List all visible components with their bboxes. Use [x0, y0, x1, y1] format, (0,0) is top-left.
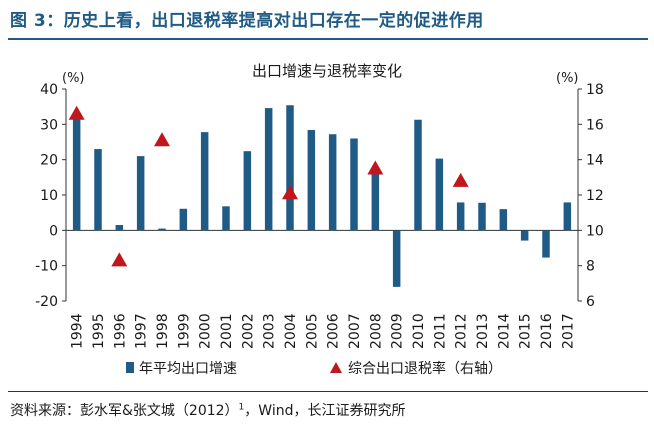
bar-2006 — [328, 134, 337, 231]
right-tick-label: 8 — [586, 259, 595, 275]
x-tick-label-2009: 2009 — [390, 313, 406, 349]
left-tick-label: -10 — [35, 259, 58, 275]
x-tick-label-2004: 2004 — [283, 313, 299, 349]
left-tick-label: 30 — [40, 117, 58, 133]
axes-group: -20 -10 0 10 20 30 40 6 8 10 12 14 16 18 — [35, 82, 604, 310]
legend-bar-label: 年平均出口增速 — [139, 361, 237, 377]
bar-2005 — [307, 129, 316, 231]
marker-1994 — [68, 105, 85, 120]
x-tick-label-2012: 2012 — [454, 313, 470, 349]
title-divider — [8, 38, 648, 40]
x-tick-labels: 1994 1995 1996 1997 1998 1999 2000 2001 2002 2003… — [70, 313, 577, 349]
legend: 年平均出口增速 综合出口退税率（右轴） — [126, 360, 502, 377]
x-tick-label-2007: 2007 — [347, 313, 363, 349]
right-tick-label: 6 — [586, 294, 595, 310]
legend-marker-label: 综合出口退税率（右轴） — [348, 360, 502, 377]
bar-1998 — [158, 228, 166, 231]
bar-1995 — [94, 149, 102, 231]
legend-marker-swatch — [330, 362, 342, 373]
x-tick-label-2006: 2006 — [326, 313, 342, 349]
marker-2008 — [367, 160, 384, 175]
right-tick-label: 14 — [586, 153, 604, 169]
bar-1996 — [115, 225, 124, 231]
bar-2010 — [414, 119, 422, 231]
bar-2017 — [563, 202, 572, 231]
chart-title: 出口增速与退税率变化 — [252, 62, 402, 80]
x-tick-label-1997: 1997 — [134, 313, 150, 349]
left-tick-label: 20 — [40, 153, 58, 169]
markers-group — [68, 105, 469, 267]
source-footnote-mark: 1 — [238, 402, 245, 413]
x-tick-label-2000: 2000 — [198, 313, 214, 349]
marker-2004 — [282, 185, 298, 200]
left-tick-label: 10 — [40, 188, 58, 204]
bar-2000 — [200, 132, 209, 231]
x-tick-label-2015: 2015 — [518, 313, 534, 349]
source-prefix: 资料来源：彭水军&张文城（2012） — [10, 403, 239, 419]
left-tick-label: 0 — [49, 223, 58, 239]
source-note: 资料来源：彭水军&张文城（2012）1，Wind，长江证券研究所 — [10, 400, 405, 420]
bar-2012 — [456, 202, 465, 231]
figure-title: 图 3：历史上看，出口退税率提高对出口存在一定的促进作用 — [10, 11, 484, 31]
bar-2013 — [478, 202, 486, 231]
x-tick-label-2001: 2001 — [219, 313, 235, 349]
right-axis-unit: (%) — [556, 71, 579, 86]
right-tick-label: 10 — [586, 223, 604, 239]
bar-2007 — [350, 138, 358, 231]
bars-group — [72, 105, 572, 287]
x-tick-label-2002: 2002 — [240, 313, 256, 349]
x-tick-label-1998: 1998 — [155, 313, 171, 349]
bar-2008 — [371, 169, 380, 231]
bar-2011 — [435, 158, 444, 231]
right-tick-label: 16 — [586, 117, 604, 133]
chart-svg: 出口增速与退税率变化 (%) (%) -20 -10 0 10 20 30 40 6 8 10 12… — [35, 62, 604, 377]
x-tick-label-2011: 2011 — [432, 313, 448, 349]
bar-2004 — [286, 105, 294, 231]
bar-1999 — [179, 208, 188, 231]
bar-2002 — [243, 151, 252, 231]
x-tick-label-2014: 2014 — [496, 313, 512, 349]
left-axis-unit: (%) — [62, 71, 85, 86]
bar-2003 — [264, 108, 273, 231]
left-tick-label: -20 — [35, 294, 58, 310]
bar-1994 — [72, 117, 81, 231]
left-tick-label: 40 — [40, 82, 58, 98]
bar-2014 — [499, 209, 508, 231]
chart-container: 出口增速与退税率变化 (%) (%) -20 -10 0 10 20 30 40 6 8 10 12… — [0, 42, 654, 387]
x-tick-label-2017: 2017 — [560, 313, 576, 349]
x-tick-label-1996: 1996 — [112, 313, 128, 349]
x-tick-label-2010: 2010 — [411, 313, 427, 349]
source-suffix: ，Wind，长江证券研究所 — [244, 403, 406, 419]
marker-1998 — [154, 132, 170, 147]
bar-2015 — [520, 230, 529, 241]
x-tick-label-2013: 2013 — [475, 313, 491, 349]
legend-bar-swatch — [126, 362, 134, 373]
bar-1997 — [136, 156, 145, 231]
bar-2001 — [222, 206, 230, 231]
x-tick-label-2005: 2005 — [304, 313, 320, 349]
bar-2009 — [392, 230, 401, 287]
bar-2016 — [542, 230, 550, 258]
x-tick-label-1995: 1995 — [91, 313, 107, 349]
x-tick-label-1999: 1999 — [176, 313, 192, 349]
marker-1996 — [111, 252, 128, 267]
right-tick-label: 18 — [586, 82, 604, 98]
x-tick-label-2016: 2016 — [539, 313, 555, 349]
right-tick-label: 12 — [586, 188, 604, 204]
x-tick-label-2003: 2003 — [262, 313, 278, 349]
x-tick-label-2008: 2008 — [368, 313, 384, 349]
bottom-divider — [8, 391, 648, 392]
x-tick-label-1994: 1994 — [70, 313, 86, 349]
marker-2012 — [452, 172, 469, 187]
